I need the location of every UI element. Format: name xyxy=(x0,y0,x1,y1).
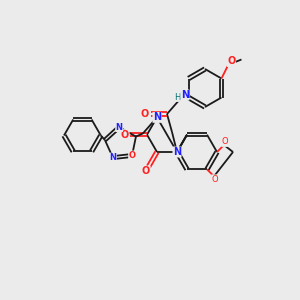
Text: H: H xyxy=(174,92,180,101)
Text: O: O xyxy=(121,130,129,140)
Text: N: N xyxy=(181,90,189,100)
Text: O: O xyxy=(212,175,218,184)
Text: N: N xyxy=(173,147,181,157)
Text: O: O xyxy=(129,151,136,160)
Text: N: N xyxy=(153,112,161,122)
Text: O: O xyxy=(227,56,236,67)
Text: N: N xyxy=(110,153,116,162)
Text: O: O xyxy=(222,137,228,146)
Text: O: O xyxy=(142,166,150,176)
Text: N: N xyxy=(116,123,123,132)
Text: O: O xyxy=(141,109,149,119)
